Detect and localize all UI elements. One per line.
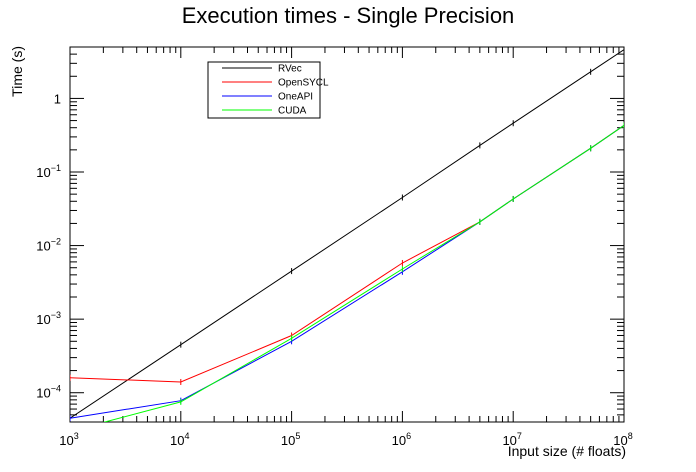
y-axis-label: Time (s) — [9, 46, 25, 97]
legend: RVec OpenSYCL OneAPI CUDA — [207, 61, 329, 119]
legend-label-cuda: CUDA — [278, 106, 307, 117]
y-tick-label: 10−2 — [36, 237, 61, 254]
legend-label-opensycl: OpenSYCL — [278, 78, 329, 89]
plot-frame — [69, 46, 625, 423]
y-tick-label: 10−3 — [36, 310, 61, 327]
x-axis-label: Input size (# floats) — [508, 443, 626, 459]
legend-label-rvec: RVec — [278, 64, 302, 75]
y-tick-label: 10−1 — [36, 163, 61, 180]
legend-box — [207, 61, 321, 119]
series-line-opensycl — [70, 124, 624, 383]
series-line-rvec — [70, 49, 624, 419]
x-tick-label: 105 — [281, 431, 300, 448]
x-tick-label: 106 — [392, 431, 411, 448]
axis-ticks: 103 104 105 106 107 108 10−4 10−3 10−2 10−1 1 — [36, 46, 633, 448]
x-tick-label: 108 — [613, 431, 632, 448]
x-tick-label: 104 — [170, 431, 189, 448]
series-layer — [70, 47, 624, 422]
y-tick-label: 1 — [54, 91, 61, 106]
x-tick-label: 107 — [502, 431, 521, 448]
series-line-cuda — [102, 124, 624, 422]
chart-title: Execution times - Single Precision — [182, 3, 515, 28]
legend-label-oneapi: OneAPI — [278, 92, 313, 103]
series-line-oneapi — [70, 124, 624, 419]
x-tick-label: 103 — [59, 431, 78, 448]
y-tick-label: 10−4 — [36, 384, 61, 401]
